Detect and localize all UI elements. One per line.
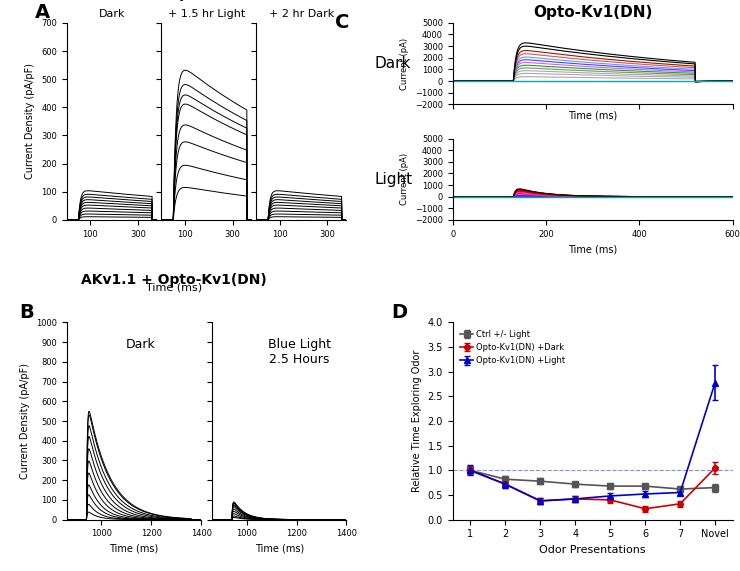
Text: Dark: Dark xyxy=(98,9,125,19)
Text: Dark: Dark xyxy=(374,56,411,71)
X-axis label: Time (ms): Time (ms) xyxy=(110,544,158,554)
Text: Blue Light
2.5 Hours: Blue Light 2.5 Hours xyxy=(268,338,331,366)
Text: Dark: Dark xyxy=(126,338,155,351)
Y-axis label: Relative Time Exploring Odor: Relative Time Exploring Odor xyxy=(412,350,422,492)
Y-axis label: Current (pA): Current (pA) xyxy=(400,38,409,90)
Text: AKv1.1 + Opto-Kv1(DN): AKv1.1 + Opto-Kv1(DN) xyxy=(81,273,267,287)
Text: B: B xyxy=(19,303,34,322)
Text: D: D xyxy=(391,303,407,322)
Text: + 2 hr Dark: + 2 hr Dark xyxy=(269,9,334,19)
Text: C: C xyxy=(335,13,349,32)
Y-axis label: Current Density (pA/pF): Current Density (pA/pF) xyxy=(20,363,30,479)
X-axis label: Time (ms): Time (ms) xyxy=(255,544,304,554)
Legend: Ctrl +/- Light, Opto-Kv1(DN) +Dark, Opto-Kv1(DN) +Light: Ctrl +/- Light, Opto-Kv1(DN) +Dark, Opto… xyxy=(457,327,568,369)
Y-axis label: Current Density (pA/pF): Current Density (pA/pF) xyxy=(25,63,36,179)
Text: Light: Light xyxy=(374,172,412,187)
Text: A: A xyxy=(35,3,50,22)
Text: Time (ms): Time (ms) xyxy=(568,111,617,121)
Title: Opto-Kv1: Opto-Kv1 xyxy=(166,0,246,1)
Text: + 1.5 hr Light: + 1.5 hr Light xyxy=(168,9,245,19)
X-axis label: Odor Presentations: Odor Presentations xyxy=(539,545,646,555)
X-axis label: Time (ms): Time (ms) xyxy=(568,244,617,254)
Title: Opto-Kv1(DN): Opto-Kv1(DN) xyxy=(533,5,653,21)
Y-axis label: Current (pA): Current (pA) xyxy=(400,153,409,206)
Text: Time (ms): Time (ms) xyxy=(146,283,202,293)
